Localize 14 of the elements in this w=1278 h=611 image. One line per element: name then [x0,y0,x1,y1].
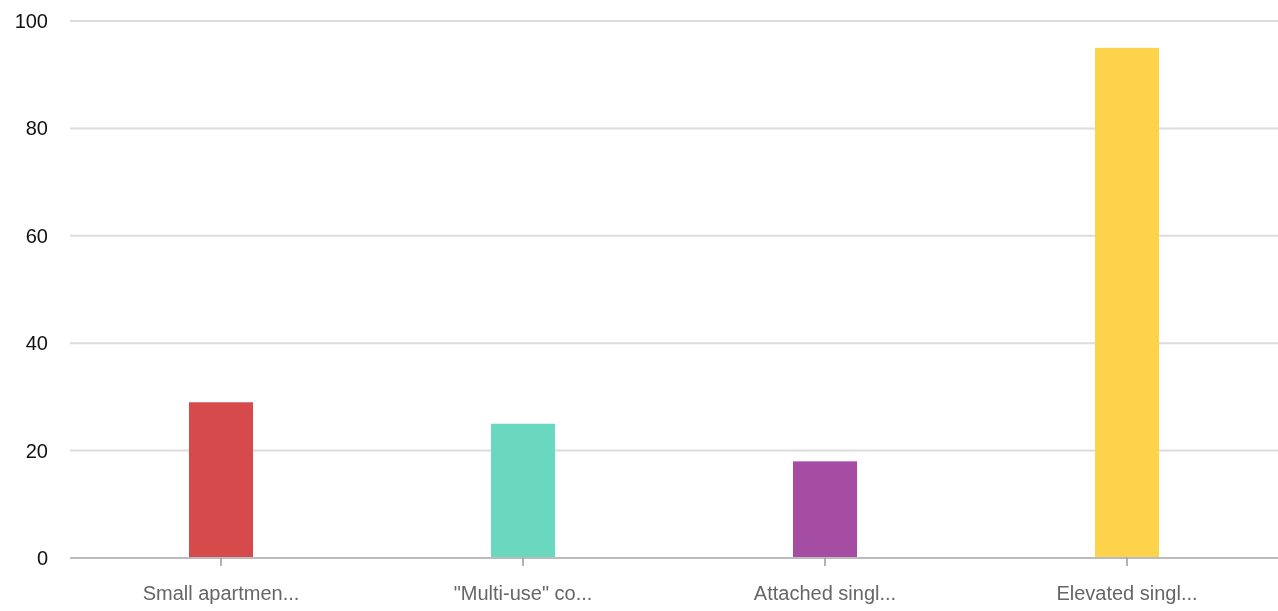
y-tick-label: 80 [25,117,48,140]
x-tick-label: Small apartmen... [142,582,300,604]
x-tick-label: "Multi-use" co... [453,582,593,604]
y-tick-label: 100 [14,10,48,32]
bar [188,402,254,558]
y-tick-label: 60 [25,224,48,247]
x-tick-label: Elevated singl... [1056,582,1198,604]
y-tick-label: 40 [25,332,48,355]
y-tick-label: 20 [25,439,48,462]
bar [1094,47,1160,558]
y-tick-label: 0 [36,547,48,569]
bar [490,423,556,558]
bar [792,461,858,558]
x-tick-label: Attached singl... [753,582,897,604]
